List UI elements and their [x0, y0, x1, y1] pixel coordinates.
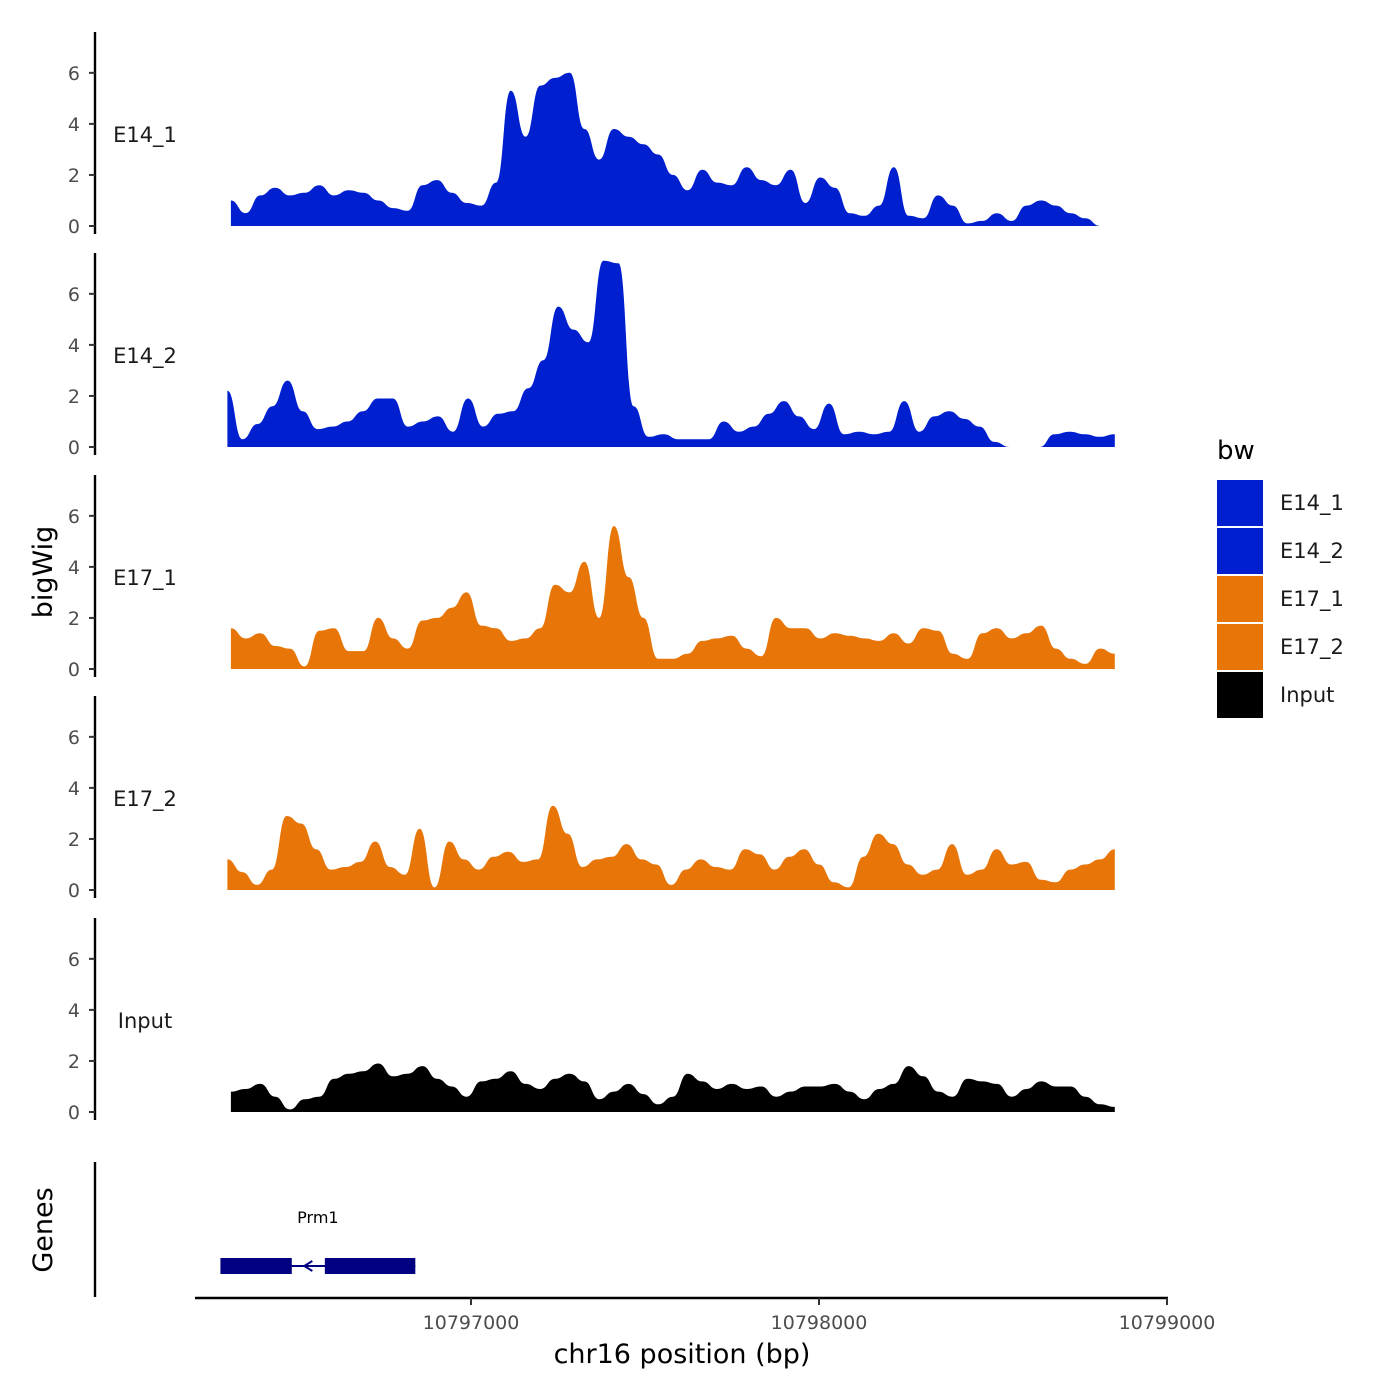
y-tick-label: 4: [68, 1000, 80, 1022]
y-tick-label: 0: [68, 1102, 80, 1124]
signal-area-input: [230, 1063, 1115, 1112]
y-tick-label: 6: [68, 284, 80, 306]
y-tick-label: 2: [68, 386, 80, 408]
legend-swatch: [1217, 624, 1263, 670]
legend-swatch: [1217, 576, 1263, 622]
legend-label: E17_1: [1280, 587, 1344, 612]
track-panel-e14_2: 0 2 4 6 E14_2: [68, 253, 1115, 459]
signal-area-e17_2: [227, 805, 1115, 890]
legend-swatch: [1217, 672, 1263, 718]
y-tick-label: 4: [68, 114, 80, 136]
signal-area-e14_2: [227, 260, 1115, 447]
x-axis-title: chr16 position (bp): [554, 1339, 811, 1370]
y-tick-label: 2: [68, 165, 80, 187]
legend-label: E14_1: [1280, 491, 1344, 516]
y-tick-label: 0: [68, 659, 80, 681]
x-tick-label: 10797000: [423, 1312, 520, 1334]
legend-label: E17_2: [1280, 635, 1344, 660]
gene-exon: [220, 1258, 292, 1274]
legend: bw E14_1 E14_2 E17_1 E17_2 Input: [1217, 436, 1344, 718]
signal-area-e14_1: [230, 72, 1115, 226]
y-tick-label: 4: [68, 335, 80, 357]
track-label: E17_1: [113, 566, 177, 591]
track-panel-e14_1: 0 2 4 6 E14_1: [68, 32, 1115, 238]
x-tick-label: 10799000: [1119, 1312, 1216, 1334]
legend-swatch: [1217, 480, 1263, 526]
y-tick-label: 2: [68, 829, 80, 851]
genes-axis-title: Genes: [28, 1187, 59, 1272]
gene-features: Prm1: [220, 1208, 416, 1274]
track-label: E17_2: [113, 787, 177, 812]
legend-swatch: [1217, 528, 1263, 574]
legend-label: E14_2: [1280, 539, 1344, 564]
gene-exon: [324, 1258, 416, 1274]
track-label: E14_1: [113, 123, 177, 148]
strand-arrow-icon: [302, 1260, 313, 1272]
gene-label: Prm1: [297, 1208, 338, 1227]
track-panels: 0 2 4 6 E14_1 0 2 4 6 E14_2 0 2 4 6 E17_1 0 2 4 6 E17_2 0 2 4 6…: [68, 32, 1115, 1124]
y-tick-label: 0: [68, 437, 80, 459]
x-axis: 10797000 10798000 10799000: [195, 1296, 1216, 1334]
track-panel-input: 0 2 4 6 Input: [68, 918, 1115, 1124]
y-tick-label: 4: [68, 778, 80, 800]
y-tick-label: 0: [68, 880, 80, 902]
y-tick-label: 6: [68, 727, 80, 749]
y-tick-label: 6: [68, 506, 80, 528]
track-panel-e17_1: 0 2 4 6 E17_1: [68, 475, 1115, 681]
y-tick-label: 6: [68, 63, 80, 85]
y-tick-label: 4: [68, 557, 80, 579]
gene-panel: Prm1: [93, 1162, 416, 1297]
track-label: E14_2: [113, 344, 177, 369]
legend-title: bw: [1217, 436, 1255, 466]
legend-label: Input: [1280, 683, 1334, 707]
x-tick-label: 10798000: [771, 1312, 868, 1334]
track-panel-e17_2: 0 2 4 6 E17_2: [68, 696, 1115, 902]
y-tick-label: 6: [68, 949, 80, 971]
y-axis-title: bigWig: [28, 526, 59, 619]
y-tick-label: 2: [68, 608, 80, 630]
signal-area-e17_1: [230, 526, 1115, 669]
y-tick-label: 2: [68, 1051, 80, 1073]
y-tick-label: 0: [68, 216, 80, 238]
track-label: Input: [118, 1009, 172, 1033]
